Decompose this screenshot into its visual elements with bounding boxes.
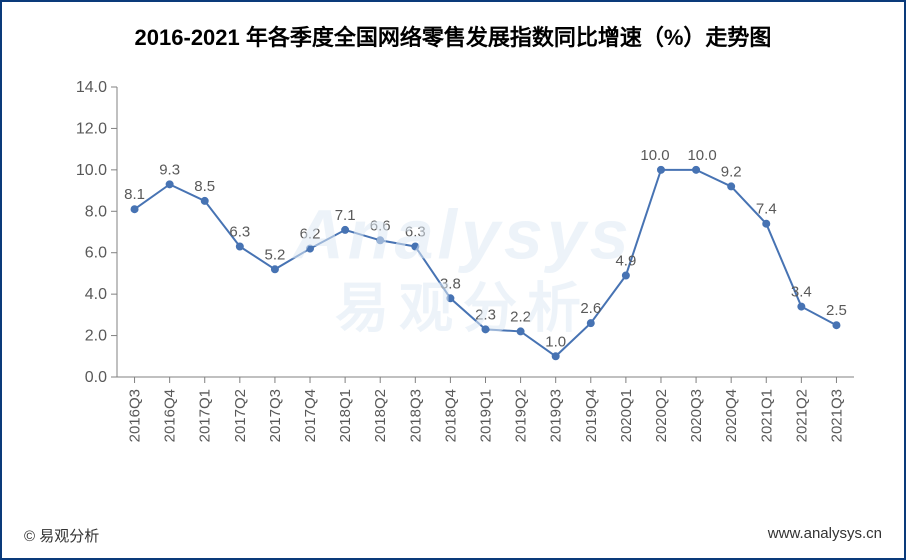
x-tick-label: 2018Q4 [442,389,459,442]
footer-url: www.analysys.cn [768,525,882,546]
x-tick-label: 2021Q3 [828,389,845,442]
x-tick-label: 2020Q2 [653,389,670,442]
data-label: 2.5 [826,302,847,319]
data-marker [693,166,700,173]
x-tick-label: 2017Q1 [197,389,214,442]
footer: © 易观分析 www.analysys.cn [2,525,904,546]
data-label: 1.0 [545,333,566,350]
y-tick-label: 12.0 [76,120,107,137]
data-label: 7.4 [756,201,777,218]
data-label: 6.3 [405,224,426,241]
data-label: 2.3 [475,306,496,323]
y-tick-label: 8.0 [85,203,107,220]
x-tick-label: 2018Q1 [337,389,354,442]
y-tick-label: 2.0 [85,328,107,345]
data-marker [377,237,384,244]
y-tick-label: 0.0 [85,369,107,386]
data-label: 9.2 [721,163,742,180]
data-label: 10.0 [687,147,716,164]
y-tick-label: 14.0 [76,79,107,96]
data-marker [798,303,805,310]
data-label: 2.2 [510,308,531,325]
y-tick-label: 10.0 [76,162,107,179]
data-label: 2.6 [580,300,601,317]
data-label: 3.8 [440,275,461,292]
x-tick-label: 2020Q4 [723,389,740,442]
x-tick-label: 2020Q3 [688,389,705,442]
chart-title: 2016-2021 年各季度全国网络零售发展指数同比增速（%）走势图 [2,20,904,52]
data-label: 8.5 [194,178,215,195]
chart-frame: 2016-2021 年各季度全国网络零售发展指数同比增速（%）走势图 Analy… [0,0,906,560]
line-chart-svg: 0.0 2.0 4.0 6.0 8.0 10.0 12.0 14.0 2016Q3 2016Q4 2… [62,77,864,457]
x-tick-label: 2017Q3 [267,389,284,442]
data-marker [271,266,278,273]
footer-credit: © 易观分析 [24,525,99,546]
x-tick-label: 2016Q4 [162,389,179,442]
data-marker [763,220,770,227]
data-marker [201,197,208,204]
x-tick-label: 2020Q1 [618,389,635,442]
data-label: 5.2 [264,246,285,263]
data-label: 6.2 [300,226,321,243]
data-label: 6.6 [370,217,391,234]
data-marker [622,272,629,279]
x-tick-label: 2016Q3 [127,389,144,442]
x-tick-label: 2021Q2 [793,389,810,442]
y-tick-label: 4.0 [85,286,107,303]
data-label: 8.1 [124,186,145,203]
x-tick-label: 2019Q4 [583,389,600,442]
x-tick-label: 2021Q1 [758,389,775,442]
plot-area: Analysys 易观分析 0.02.04.06.08.010.012.014.… [62,77,864,457]
x-tick-label: 2018Q3 [407,389,424,442]
data-marker [307,245,314,252]
x-tick-label: 2019Q2 [513,389,530,442]
x-tick-label: 2017Q2 [232,389,249,442]
data-label: 9.3 [159,161,180,178]
x-tick-label: 2018Q2 [372,389,389,442]
data-label: 10.0 [640,147,669,164]
x-tick-label: 2017Q4 [302,389,319,442]
data-marker [657,166,664,173]
data-marker [728,183,735,190]
data-marker [447,295,454,302]
x-tick-label: 2019Q3 [548,389,565,442]
y-tick-label: 6.0 [85,245,107,262]
data-marker [587,320,594,327]
data-marker [236,243,243,250]
data-marker [833,322,840,329]
x-tick-label: 2019Q1 [478,389,495,442]
data-label: 6.3 [229,224,250,241]
data-label: 3.4 [791,284,812,301]
data-label: 7.1 [335,207,356,224]
data-marker [131,206,138,213]
data-marker [482,326,489,333]
data-marker [412,243,419,250]
data-marker [166,181,173,188]
data-label: 4.9 [615,253,636,270]
data-marker [342,226,349,233]
data-marker [517,328,524,335]
data-marker [552,353,559,360]
